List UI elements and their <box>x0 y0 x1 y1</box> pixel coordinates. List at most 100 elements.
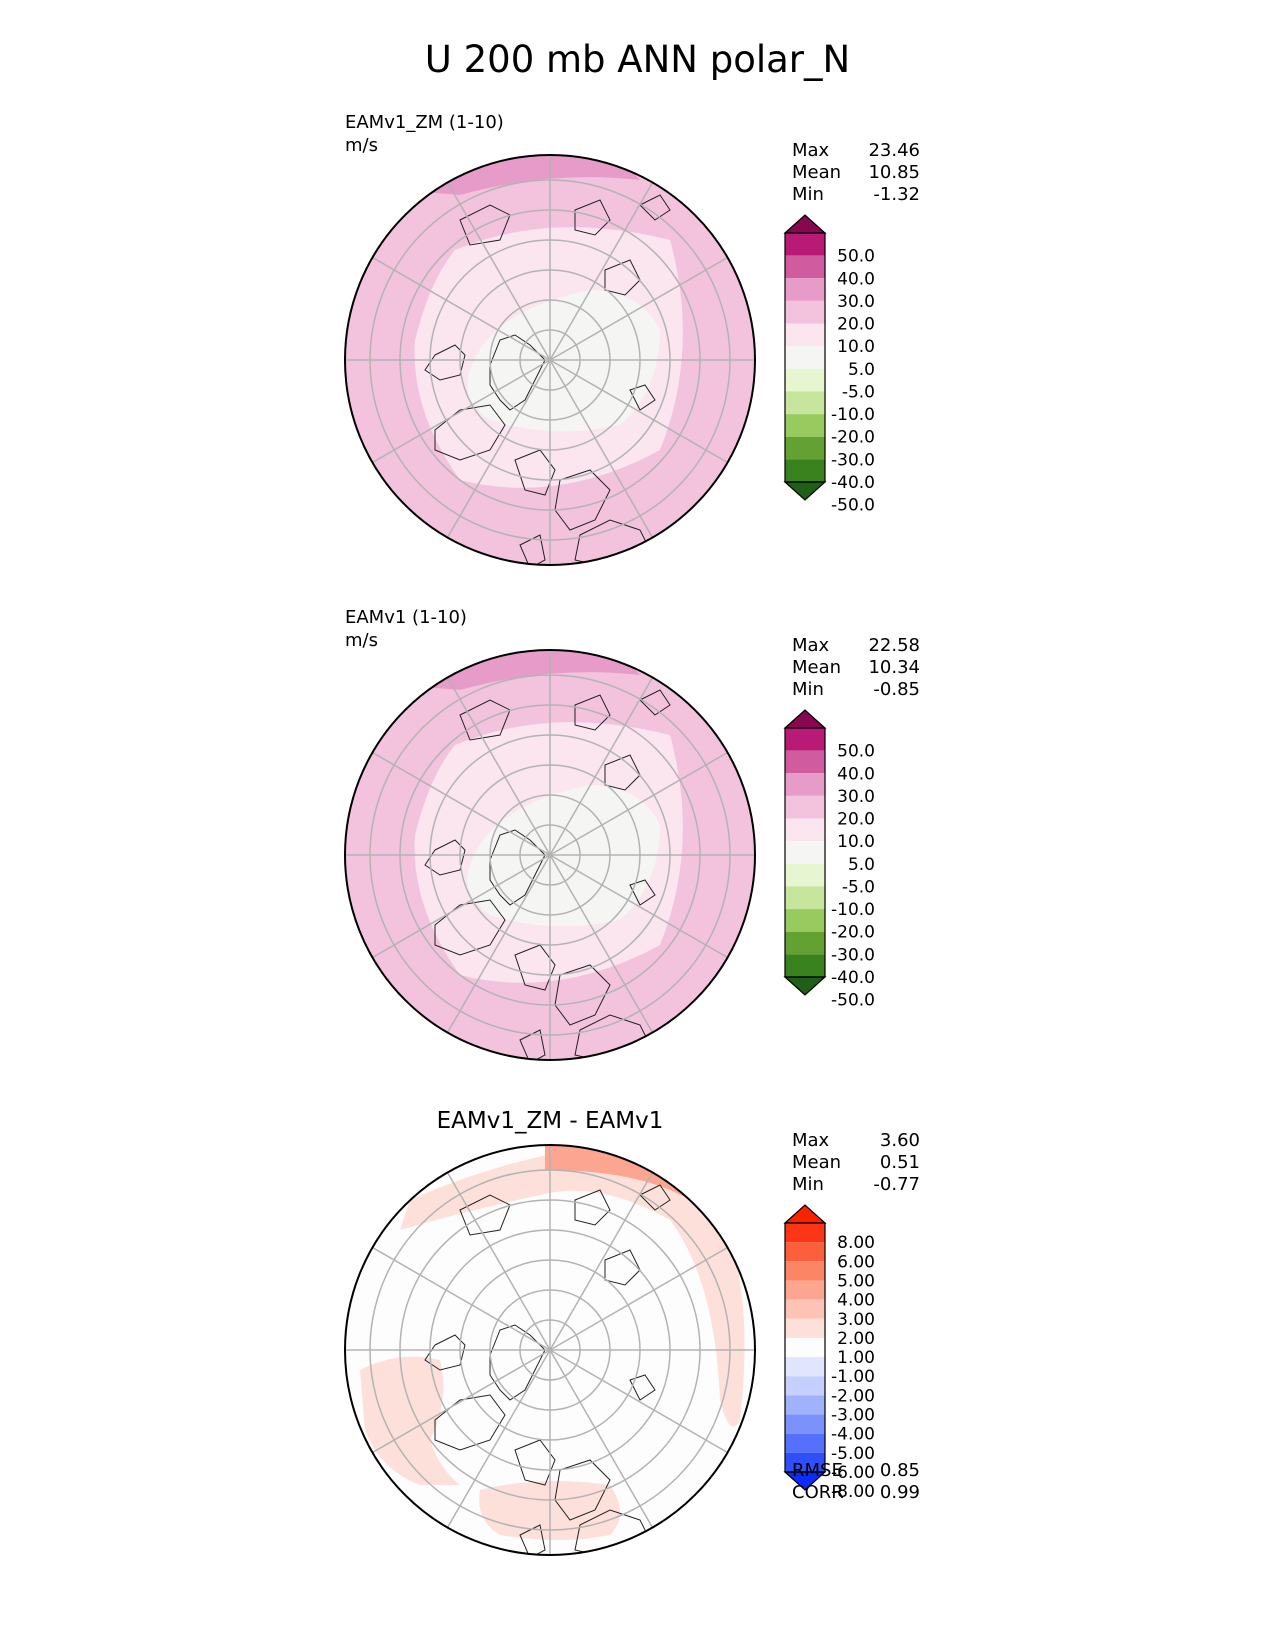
coastline <box>604 259 641 296</box>
meridian-gridline <box>372 751 551 856</box>
meridian-gridline <box>446 359 551 538</box>
field-positive-patch <box>360 1356 460 1485</box>
meridian-gridline <box>372 1349 551 1454</box>
panel-1: EAMv1_ZM (1-10) m/s Max 23.46 Mean 10.85 M… <box>0 0 1275 566</box>
colorbar-band <box>785 1452 825 1472</box>
meridian-gridline <box>549 1172 654 1351</box>
stat-min-label: Min <box>792 679 824 700</box>
colorbar-tick-label: -4.00 <box>831 1425 875 1445</box>
colorbar-tick-label: -2.00 <box>831 1386 875 1406</box>
coastline <box>519 1029 546 1060</box>
colorbar-tick-label: 8.00 <box>837 1233 875 1253</box>
colorbar-tick-label: -40.0 <box>831 473 875 493</box>
stat-min-value: -0.85 <box>873 679 920 700</box>
colorbar-tick-label: -5.00 <box>831 1444 875 1464</box>
corr-label: CORR <box>792 1482 844 1503</box>
meridian-gridline <box>446 182 551 361</box>
meridian-gridline <box>372 854 551 959</box>
coastline <box>519 534 546 565</box>
panel-2-run-name: EAMv1 (1-10) <box>345 607 467 628</box>
meridian-gridline <box>372 256 551 361</box>
coastline <box>424 839 466 876</box>
stat-min-value: -1.32 <box>873 184 920 205</box>
meridian-gridline <box>549 1349 654 1528</box>
meridian-gridline <box>549 677 654 856</box>
coastline <box>639 1184 671 1211</box>
stat-min-label: Min <box>792 1174 824 1195</box>
colorbar-band <box>785 1318 825 1338</box>
field-jet-patch <box>400 650 640 690</box>
colorbar-tick-label: -50.0 <box>831 496 875 516</box>
stat-mean-label: Mean <box>792 657 842 678</box>
colorbar-tick-label: -3.00 <box>831 1406 875 1426</box>
colorbar-band <box>785 323 825 347</box>
colorbar-tick-label: -30.0 <box>831 945 875 965</box>
colorbar-tick-label: 10.0 <box>837 832 875 852</box>
coastline <box>434 899 506 956</box>
colorbar-tick-label: 3.00 <box>837 1310 875 1330</box>
stat-max-label: Max <box>792 140 830 161</box>
map-boundary <box>344 154 756 566</box>
coastline <box>519 1524 546 1555</box>
colorbar-tick-label: 4.00 <box>837 1291 875 1311</box>
coastline <box>629 1374 656 1401</box>
colorbar-2: 50.040.0 30.0 20.010.0 5.0-5.0 -10.0 -20.0-30… <box>783 709 875 1011</box>
colorbar-tick-label: 5.00 <box>837 1271 875 1291</box>
field-jet-patch <box>400 155 640 195</box>
colorbar-band <box>785 886 825 910</box>
figure-title: U 200 mb ANN polar_N <box>424 38 851 81</box>
colorbar-tick-label: -30.0 <box>831 450 875 470</box>
meridian-gridline <box>549 854 728 959</box>
stat-min-value: -0.77 <box>873 1174 920 1195</box>
colorbar-tick-label: -50.0 <box>831 991 875 1011</box>
panel-1-stats: Max 23.46 Mean 10.85 Min -1.32 <box>792 140 920 206</box>
corr-value: 0.99 <box>879 1482 920 1503</box>
colorbar-extend-top <box>783 709 827 729</box>
coastline <box>604 1249 641 1286</box>
field-positive-patch <box>545 1145 720 1210</box>
coastline <box>424 1334 466 1371</box>
map-boundary <box>344 1144 756 1556</box>
colorbar-tick-label: -6.00 <box>831 1463 875 1483</box>
colorbar-band <box>785 414 825 437</box>
colorbar-extend-top <box>783 1204 827 1224</box>
colorbar-tick-label: -5.0 <box>842 382 875 402</box>
polar-map-2 <box>344 649 756 1061</box>
meridian-gridline <box>446 1349 551 1528</box>
meridian-gridline <box>549 1349 728 1454</box>
colorbar-band <box>785 233 825 256</box>
colorbar-band <box>785 750 825 774</box>
stat-max-value: 22.58 <box>868 635 920 656</box>
colorbar-band <box>785 1223 825 1243</box>
colorbar-tick-label: 5.0 <box>848 855 875 875</box>
colorbar-tick-label: 5.0 <box>848 360 875 380</box>
colorbar-band <box>785 954 825 977</box>
stat-max-value: 23.46 <box>868 140 920 161</box>
coastline <box>574 694 611 731</box>
colorbar-band <box>785 391 825 415</box>
colorbar-band <box>785 1357 825 1377</box>
panel-1-run-name: EAMv1_ZM (1-10) <box>345 112 504 133</box>
coastline <box>459 204 511 246</box>
colorbar-band <box>785 1395 825 1415</box>
colorbar-frame <box>784 232 826 483</box>
colorbar-band <box>785 1280 825 1300</box>
colorbar-band <box>785 459 825 482</box>
coastline <box>459 1194 511 1236</box>
meridian-gridline <box>549 359 654 538</box>
coastline <box>434 404 506 461</box>
colorbar-tick-label: 40.0 <box>837 269 875 289</box>
stat-max-label: Max <box>792 635 830 656</box>
colorbar-tick-label: 50.0 <box>837 742 875 762</box>
colorbar-band <box>785 1299 825 1319</box>
colorbar-tick-label: 10.0 <box>837 337 875 357</box>
panel-1-units: m/s <box>345 135 378 156</box>
colorbar-tick-label: 20.0 <box>837 315 875 335</box>
meridian-gridline <box>446 677 551 856</box>
coastline <box>629 384 656 411</box>
coastline <box>424 344 466 381</box>
stat-mean-value: 10.34 <box>868 657 920 678</box>
polar-map-3 <box>344 1144 756 1556</box>
colorbar-band <box>785 909 825 932</box>
meridian-gridline <box>549 1246 728 1351</box>
